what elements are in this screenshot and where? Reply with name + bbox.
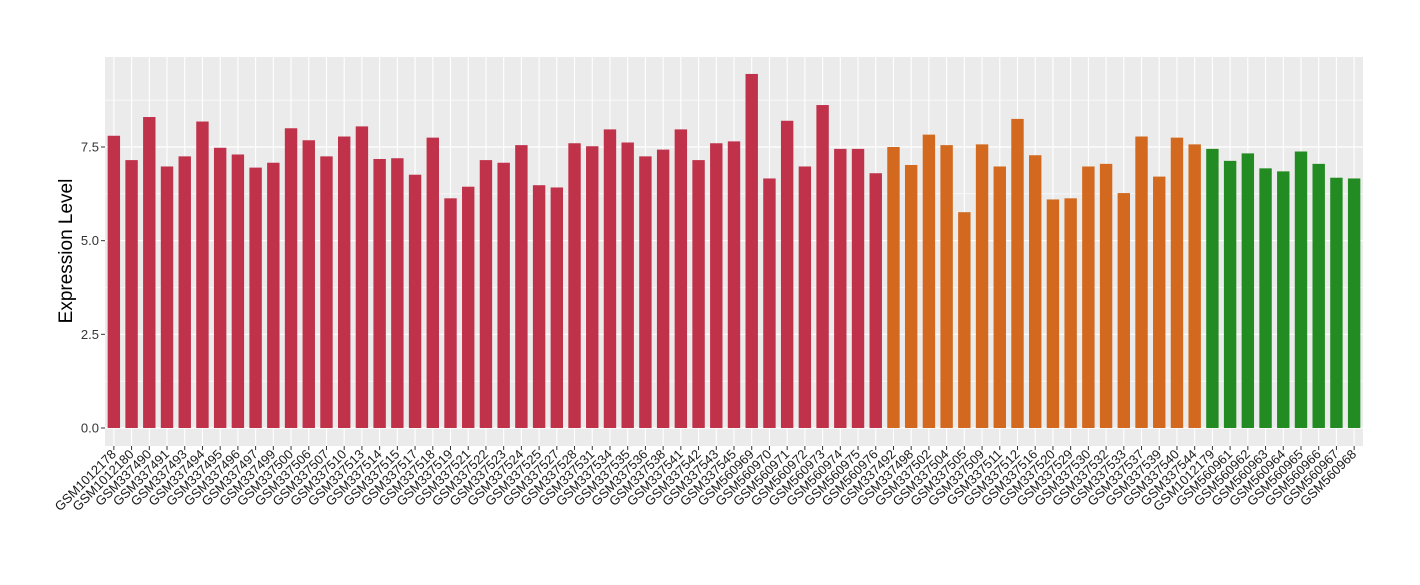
bar <box>798 166 812 428</box>
bar <box>1011 118 1024 429</box>
bar <box>1082 166 1095 428</box>
bar <box>532 185 546 428</box>
bar <box>125 160 138 428</box>
bar <box>975 144 989 429</box>
bar <box>993 166 1006 428</box>
bar <box>1206 148 1219 428</box>
bar <box>143 117 156 428</box>
bar <box>462 186 475 428</box>
bar <box>763 178 776 428</box>
bar <box>1347 178 1361 428</box>
bar <box>1277 171 1290 428</box>
bar <box>940 145 953 429</box>
bar <box>639 156 652 428</box>
bar <box>426 137 439 428</box>
bar <box>267 162 280 428</box>
bar <box>1259 168 1272 428</box>
y-tick-label: 2.5 <box>81 327 99 342</box>
bar <box>1188 144 1201 429</box>
bar <box>745 73 758 428</box>
bar <box>284 128 298 428</box>
bar <box>337 136 351 428</box>
bar <box>302 140 315 429</box>
bar <box>958 212 971 428</box>
bar <box>1241 153 1255 429</box>
bar <box>408 174 422 428</box>
y-tick-label: 7.5 <box>81 140 99 155</box>
y-axis: 0.0 2.5 5.0 7.5 <box>81 140 105 436</box>
bar <box>1135 136 1148 428</box>
bar <box>692 160 705 428</box>
bar <box>1223 160 1237 428</box>
bar <box>497 162 510 428</box>
bar <box>391 158 404 429</box>
bar <box>1117 193 1131 428</box>
bar <box>851 148 865 428</box>
bar <box>1330 177 1343 428</box>
bar <box>922 134 936 429</box>
bars <box>107 73 1361 429</box>
bar <box>444 198 457 428</box>
bar <box>834 148 847 428</box>
bar <box>1170 137 1184 428</box>
bar <box>568 143 581 428</box>
bar <box>160 166 174 428</box>
bar <box>373 158 386 429</box>
bar <box>1294 151 1308 428</box>
bar <box>355 126 369 428</box>
bar <box>107 135 121 428</box>
y-tick-label: 0.0 <box>81 421 99 436</box>
bar <box>586 146 599 428</box>
bar <box>479 160 493 428</box>
bar <box>603 129 617 428</box>
bar <box>515 145 528 429</box>
bar <box>213 147 227 428</box>
bar <box>1046 199 1060 428</box>
bar <box>249 167 262 428</box>
bar <box>1029 155 1042 428</box>
bar <box>727 141 741 428</box>
bar <box>1312 163 1325 429</box>
bar <box>178 156 191 428</box>
bar <box>869 173 882 428</box>
bar <box>674 129 688 428</box>
bar <box>1099 163 1113 429</box>
bar <box>196 121 209 428</box>
y-tick-label: 5.0 <box>81 233 99 248</box>
bar <box>710 143 723 428</box>
bar <box>1064 198 1077 428</box>
bar <box>887 147 900 428</box>
x-axis: GSM1012178GSM1012180GSM337490GSM337491GS… <box>52 446 1359 514</box>
bar <box>904 164 918 428</box>
bar <box>550 187 564 428</box>
bar <box>1153 176 1166 428</box>
bar <box>231 154 245 428</box>
bar <box>780 120 794 429</box>
bar <box>621 142 634 428</box>
bar <box>656 149 670 428</box>
bar <box>320 156 333 428</box>
y-axis-label: Expression Level <box>56 179 77 324</box>
bar <box>816 105 829 429</box>
